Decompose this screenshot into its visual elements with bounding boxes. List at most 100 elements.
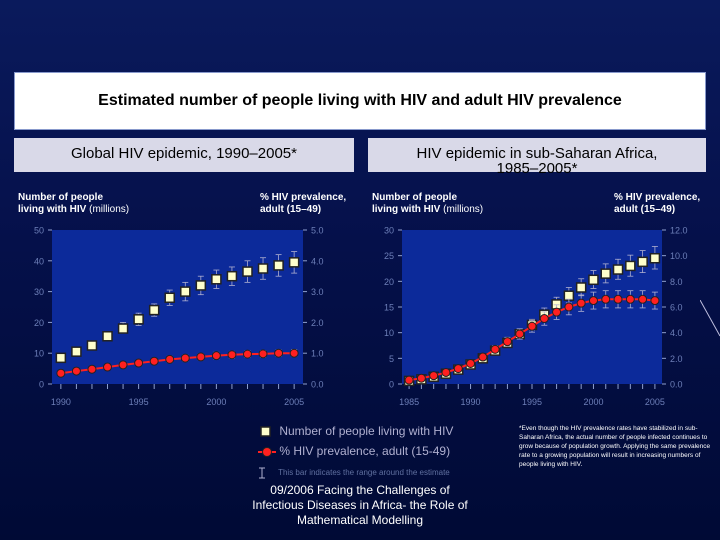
legend-item-range: This bar indicates the range around the … xyxy=(258,467,450,479)
ssa-people-point xyxy=(625,260,636,272)
global-people-point xyxy=(133,314,144,325)
global-prevalence-point xyxy=(180,353,190,363)
global-ytick-left-label: 40 xyxy=(34,256,44,266)
global-prevalence-point xyxy=(242,349,252,359)
global-people-point xyxy=(71,346,82,357)
ssa-prevalence-point xyxy=(404,375,414,385)
global-xtick-label: 1995 xyxy=(129,397,149,407)
ssa-prevalence-point xyxy=(539,314,549,324)
ssa-ytick-right-label: 6.0 xyxy=(670,303,683,313)
ssa-plot-area xyxy=(402,230,662,384)
global-prevalence-point xyxy=(87,364,97,374)
left-ylabel-left-unit: (millions) xyxy=(89,204,130,215)
global-ytick-right-label: 5.0 xyxy=(311,226,324,236)
legend-people-label: Number of people living with HIV xyxy=(279,424,454,438)
ssa-prevalence-point xyxy=(466,358,476,368)
legend-prevalence-marker-icon xyxy=(258,446,276,457)
ssa-ytick-right-label: 0.0 xyxy=(670,380,683,390)
right-panel-title-line1: HIV epidemic in sub-Saharan Africa, xyxy=(416,145,658,162)
global-people-point xyxy=(55,352,67,364)
ssa-prevalence-point xyxy=(638,294,648,304)
global-ytick-left-label: 20 xyxy=(34,318,44,328)
ssa-prevalence-point xyxy=(650,296,660,306)
ssa-people-point xyxy=(588,274,599,286)
global-people-point xyxy=(288,257,300,268)
global-prevalence-point xyxy=(227,350,237,360)
left-ylabel-left-line1: Number of people xyxy=(18,192,104,203)
ssa-ytick-right-label: 10.0 xyxy=(670,251,688,261)
global-prevalence-point xyxy=(118,360,128,370)
source-credit: 09/2006 Facing the Challenges of Infecti… xyxy=(252,483,468,527)
ssa-xtick-label: 1995 xyxy=(522,397,542,407)
ssa-ytick-left-label: 30 xyxy=(384,226,394,236)
ssa-prevalence-point xyxy=(429,371,439,381)
global-people-point xyxy=(273,260,284,271)
global-people-point xyxy=(257,263,269,274)
global-people-point xyxy=(117,323,129,334)
right-panel-title: HIV epidemic in sub-Saharan Africa, 1985… xyxy=(368,138,706,176)
left-ylabel-right-line2: adult (15–49) xyxy=(260,204,322,215)
global-people-point xyxy=(242,266,253,277)
right-panel-title-line2: 1985–2005* xyxy=(496,160,578,177)
global-prevalence-point xyxy=(149,356,159,366)
legend-prevalence-label: % HIV prevalence, adult (15-49) xyxy=(279,444,451,458)
right-ylabel-right-line2: adult (15–49) xyxy=(614,204,676,215)
global-people-point xyxy=(226,270,238,282)
ssa-xtick-label: 1985 xyxy=(399,397,419,407)
title-box: Estimated number of people living with H… xyxy=(14,72,706,130)
global-xtick-label: 1990 xyxy=(51,397,71,407)
footnote: *Even though the HIV prevalence rates ha… xyxy=(519,425,711,468)
ssa-prevalence-point xyxy=(478,352,488,362)
ssa-ytick-left-label: 25 xyxy=(384,251,394,261)
global-ytick-right-label: 2.0 xyxy=(311,318,324,328)
global-people-point xyxy=(148,304,160,316)
global-ytick-left-label: 30 xyxy=(34,287,44,297)
legend-item-people: Number of people living with HIV xyxy=(258,424,453,439)
left-ylabel-left-line2: living with HIV xyxy=(18,204,87,215)
global-plot-area xyxy=(52,230,303,384)
ssa-prevalence-point xyxy=(564,302,574,312)
ssa-people-point xyxy=(600,268,611,279)
ssa-prevalence-point xyxy=(625,294,635,304)
ssa-prevalence-point xyxy=(588,296,598,306)
legend-range-label: This bar indicates the range around the … xyxy=(278,468,450,478)
global-prevalence-point xyxy=(103,362,113,372)
ssa-prevalence-point xyxy=(441,367,451,377)
right-ylabel-right-line1: % HIV prevalence, xyxy=(614,192,701,203)
global-ytick-right-label: 0.0 xyxy=(311,380,324,390)
ssa-xtick-label: 2005 xyxy=(645,397,665,407)
legend-item-prevalence: % HIV prevalence, adult (15-49) xyxy=(258,444,450,459)
legend-range-bar-icon xyxy=(259,467,265,479)
ssa-ytick-right-label: 2.0 xyxy=(670,354,683,364)
global-ytick-left-label: 50 xyxy=(34,226,44,236)
global-ytick-left-label: 0 xyxy=(39,380,44,390)
left-panel-title-text: Global HIV epidemic, 1990–2005* xyxy=(71,145,297,162)
ssa-prevalence-point xyxy=(552,307,562,317)
global-xtick-label: 2000 xyxy=(206,397,226,407)
right-ylabel-left: Number of people living with HIV (millio… xyxy=(372,192,483,216)
global-prevalence-point xyxy=(289,348,299,358)
ssa-prevalence-point xyxy=(453,364,463,374)
global-prevalence-point xyxy=(274,348,284,358)
ssa-xtick-label: 1990 xyxy=(461,397,481,407)
ssa-ytick-left-label: 20 xyxy=(384,277,394,287)
ssa-prevalence-point xyxy=(515,329,525,339)
global-ytick-right-label: 3.0 xyxy=(311,287,324,297)
ssa-ytick-left-label: 5 xyxy=(389,354,394,364)
ssa-ytick-left-label: 10 xyxy=(384,328,394,338)
left-ylabel-right-line1: % HIV prevalence, xyxy=(260,192,347,203)
global-prevalence-point xyxy=(211,351,221,361)
global-ytick-right-label: 4.0 xyxy=(311,256,324,266)
ssa-prevalence-point xyxy=(601,294,611,304)
ssa-prevalence-point xyxy=(416,373,426,383)
ssa-ytick-right-label: 8.0 xyxy=(670,277,683,287)
global-people-point xyxy=(86,340,98,351)
ssa-prevalence-point xyxy=(613,294,623,304)
global-people-point xyxy=(195,280,207,291)
right-ylabel-left-line1: Number of people xyxy=(372,192,458,203)
global-people-point xyxy=(164,292,175,304)
global-people-point xyxy=(211,274,222,285)
ssa-ytick-left-label: 0 xyxy=(389,380,394,390)
ssa-ytick-right-label: 12.0 xyxy=(670,226,688,236)
ssa-prevalence-point xyxy=(502,337,512,347)
